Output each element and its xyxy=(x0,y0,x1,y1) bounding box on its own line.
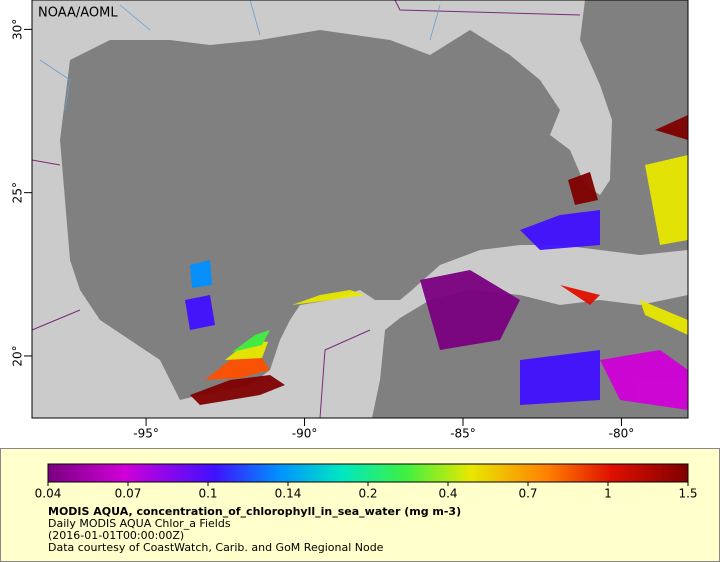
map-credit: NOAA/AOML xyxy=(38,6,118,21)
colorbar-tick-label: 0.1 xyxy=(198,487,217,501)
legend-title: MODIS AQUA, concentration_of_chlorophyll… xyxy=(48,505,461,518)
y-tick-label: 30° xyxy=(11,19,25,40)
river xyxy=(39,0,441,111)
map-frame xyxy=(31,0,689,419)
x-tick-label: -85° xyxy=(450,427,476,441)
country-border xyxy=(31,0,581,419)
colorbar-tick-label: 0.2 xyxy=(358,487,377,501)
water xyxy=(60,0,688,400)
colorbar-tick-label: 1 xyxy=(604,487,612,501)
colorbar-tick-label: 0.07 xyxy=(115,487,142,501)
x-tick-label: -80° xyxy=(609,427,635,441)
y-tick-label: 20° xyxy=(11,345,25,366)
legend-line: (2016-01-01T00:00:00Z) xyxy=(48,529,184,542)
colorbar-tick-label: 0.14 xyxy=(275,487,302,501)
colorbar-tick-label: 1.5 xyxy=(678,487,697,501)
chlorophyll-patches xyxy=(185,115,688,410)
colorbar-tick-label: 0.4 xyxy=(438,487,457,501)
x-tick-label: -95° xyxy=(133,427,159,441)
y-tick-label: 25° xyxy=(11,182,25,203)
colorbar-tick-label: 0.7 xyxy=(518,487,537,501)
colorbar xyxy=(47,463,689,483)
legend-line: Daily MODIS AQUA Chlor_a Fields xyxy=(48,517,231,530)
x-tick-label: -90° xyxy=(292,427,318,441)
map-area: NOAA/AOML xyxy=(31,0,689,419)
legend-line: Data courtesy of CoastWatch, Carib. and … xyxy=(48,541,384,554)
colorbar-tick-label: 0.04 xyxy=(35,487,62,501)
